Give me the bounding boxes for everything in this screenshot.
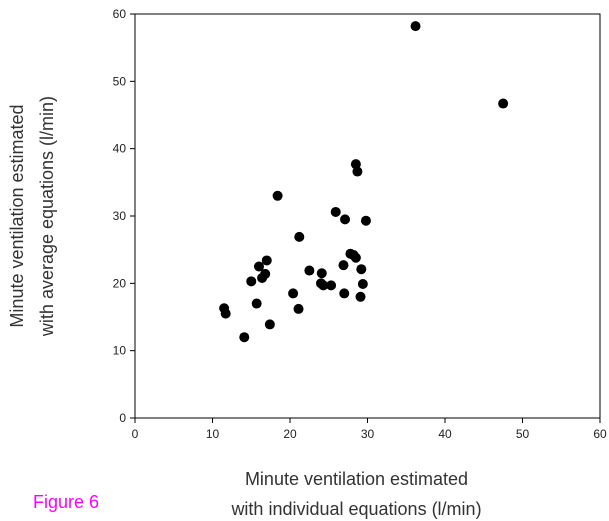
data-point <box>338 260 349 271</box>
data-point <box>360 215 371 226</box>
data-point <box>260 268 271 279</box>
data-point <box>220 308 231 319</box>
y-tick-label: 30 <box>113 209 127 223</box>
data-points <box>219 21 509 343</box>
data-point <box>264 319 275 330</box>
data-point <box>318 280 329 291</box>
x-tick-label: 50 <box>516 427 530 441</box>
data-point <box>294 231 305 242</box>
data-point <box>339 288 350 299</box>
y-axis-title-line-2: with average equations (l/min) <box>37 96 57 337</box>
data-point <box>272 190 283 201</box>
data-point <box>316 268 327 279</box>
data-point <box>410 21 421 32</box>
data-point <box>355 291 366 302</box>
data-point <box>254 261 264 272</box>
y-tick-label: 10 <box>113 344 127 358</box>
axes: 0 10 20 30 40 50 60 0 10 20 30 40 50 60 <box>113 7 607 441</box>
data-point <box>288 288 299 299</box>
data-point <box>293 303 304 314</box>
data-point <box>350 252 361 263</box>
x-tick-label: 60 <box>593 427 607 441</box>
y-tick-label: 50 <box>113 74 127 88</box>
x-axis-title-line-1: Minute ventilation estimated <box>245 469 468 489</box>
y-axis-title-line-1: Minute ventilation estimated <box>7 104 27 327</box>
x-tick-label: 30 <box>361 427 375 441</box>
y-tick-label: 60 <box>113 7 127 21</box>
x-tick-label: 20 <box>283 427 297 441</box>
data-point <box>352 166 363 177</box>
x-tick-label: 40 <box>438 427 452 441</box>
x-tick-label: 10 <box>206 427 220 441</box>
data-point <box>356 264 367 275</box>
y-tick-label: 20 <box>113 276 127 290</box>
data-point <box>304 265 315 276</box>
data-point <box>357 279 368 290</box>
y-tick-label: 0 <box>119 411 126 425</box>
data-point <box>498 98 509 109</box>
data-point <box>261 255 272 266</box>
data-point <box>246 276 257 287</box>
data-point <box>326 280 337 291</box>
x-axis-title-line-2: with individual equations (l/min) <box>230 499 481 519</box>
axis-titles: Minute ventilation estimated with individ… <box>7 96 482 519</box>
y-tick-label: 40 <box>113 142 127 156</box>
x-tick-label: 0 <box>132 427 139 441</box>
data-point <box>340 214 351 225</box>
figure-label: Figure 6 <box>33 492 99 512</box>
data-point <box>239 332 250 343</box>
data-point <box>330 206 341 217</box>
data-point <box>251 298 262 309</box>
